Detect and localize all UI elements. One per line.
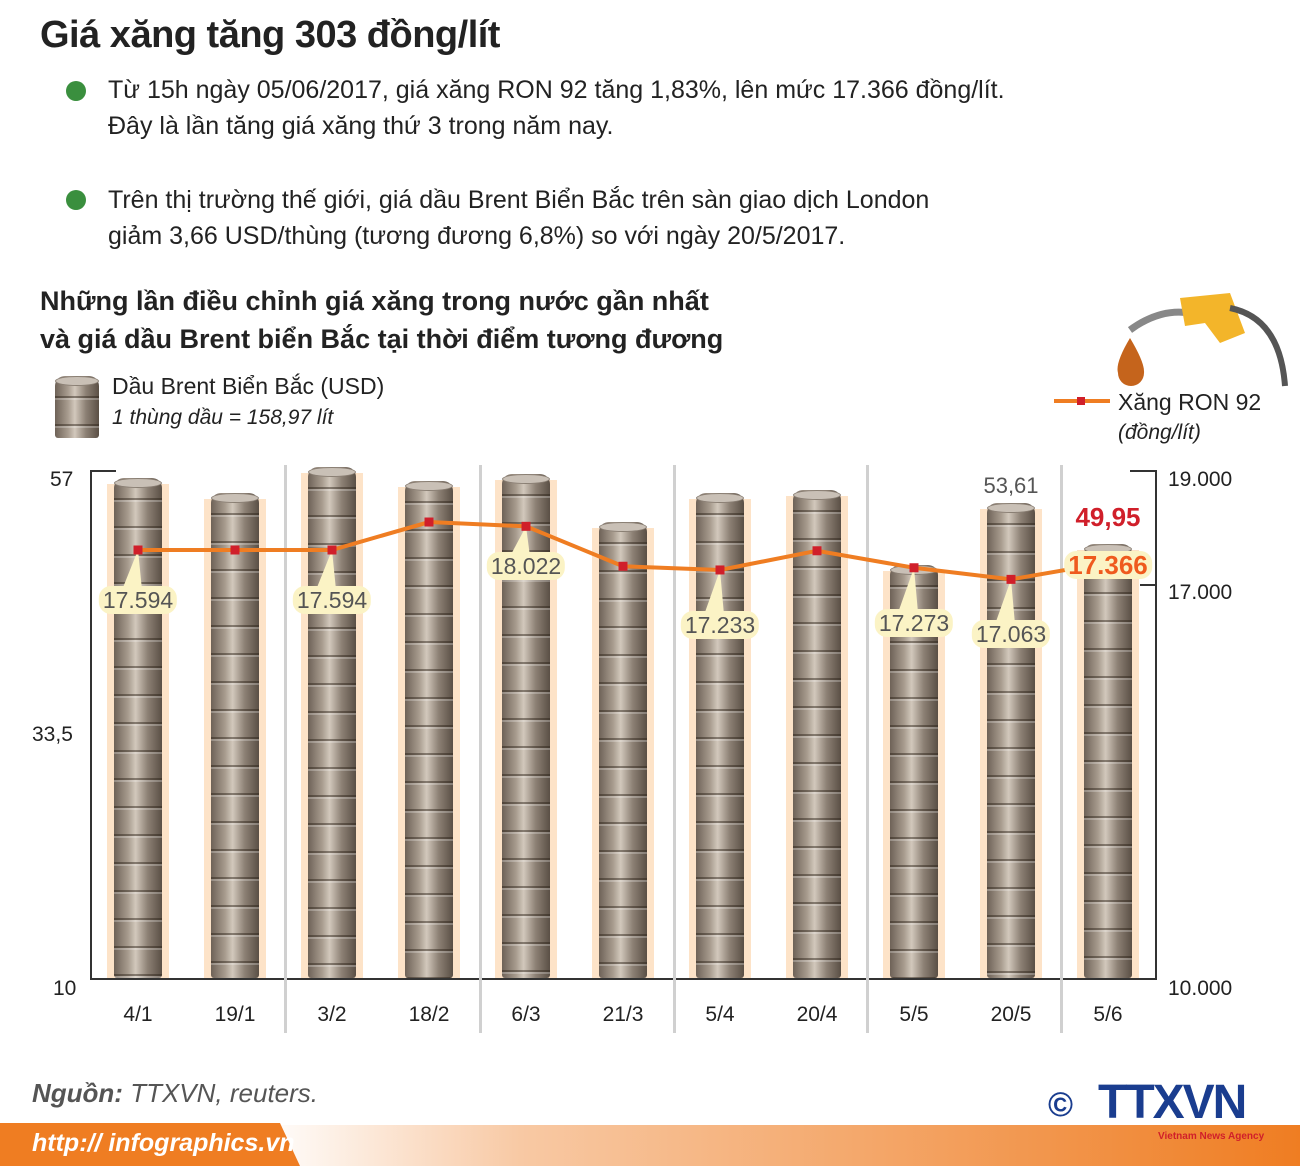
bar-data-label: 49,95 (1075, 501, 1141, 532)
group-separator (1060, 465, 1063, 1033)
bar-20/4 (793, 489, 841, 978)
label-pointer (122, 550, 142, 590)
page-title: Giá xăng tăng 303 đồng/lít (40, 14, 500, 56)
chart-title: Những lần điều chỉnh giá xăng trong nước… (40, 286, 724, 354)
x-tick-label: 18/2 (408, 1003, 450, 1026)
ttxvn-logo: TTXVN (1098, 1076, 1247, 1129)
line-point (715, 565, 725, 575)
logo-tagline: Vietnam News Agency (1158, 1131, 1265, 1142)
left-axis-cap (90, 470, 116, 472)
url-link[interactable]: http:// infographics.vn (32, 1129, 295, 1157)
line-point (327, 545, 337, 555)
left-tick: 57 (50, 468, 74, 491)
barrel-legend-icon (55, 376, 99, 438)
right-axis-break (1140, 584, 1156, 586)
group-separator (284, 465, 287, 1033)
label-pointer (898, 567, 918, 613)
x-tick-label: 20/4 (796, 1003, 838, 1026)
right-axis-cap (1130, 470, 1156, 472)
legend-line-unit: (đồng/lít) (1118, 421, 1201, 444)
legend-line-label: Xăng RON 92 (1118, 389, 1262, 415)
line-point (133, 545, 143, 555)
legend-bar-label: Dầu Brent Biển Bắc (USD) (112, 373, 385, 399)
line-data-label: 17.594 (98, 586, 178, 614)
label-pointer (995, 579, 1015, 625)
line-point (812, 546, 822, 556)
fuel-nozzle-icon (1117, 293, 1288, 387)
bullet-dot-icon (66, 81, 86, 101)
left-axis (90, 470, 92, 980)
x-tick-label: 5/4 (705, 1003, 735, 1026)
bullet-dot-icon (66, 190, 86, 210)
copyright-icon: © (1048, 1086, 1074, 1124)
line-data-label: 17.063 (971, 620, 1051, 649)
bullet-text-2: Trên thị trường thế giới, giá dầu Brent … (108, 186, 930, 250)
x-tick-label: 4/1 (123, 1003, 153, 1026)
left-tick: 10 (53, 977, 77, 1000)
source: Nguồn: TTXVN, reuters. (32, 1078, 319, 1108)
url-banner (0, 1123, 300, 1166)
x-tick-label: 5/6 (1093, 1003, 1123, 1026)
line-data-label: 18.022 (486, 552, 566, 581)
x-tick-label: 6/3 (511, 1003, 541, 1026)
x-axis (90, 978, 1157, 980)
line-data-label: 17.594 (292, 586, 372, 614)
label-pointer (704, 569, 724, 615)
line-point (521, 521, 531, 531)
bar-18/2 (405, 480, 453, 978)
line-data-label: 17.233 (680, 610, 760, 639)
bar-data-label: 53,61 (983, 473, 1039, 498)
group-separator (866, 465, 869, 1033)
legend-line-icon (1054, 397, 1110, 405)
right-tick: 10.000 (1168, 977, 1233, 1000)
bar-21/3 (599, 522, 647, 978)
bullet-text-1: Từ 15h ngày 05/06/2017, giá xăng RON 92 … (108, 76, 1005, 140)
x-tick-label: 20/5 (990, 1003, 1032, 1026)
left-tick: 33,5 (32, 723, 73, 746)
group-separator (673, 465, 676, 1033)
group-separator (479, 465, 482, 1033)
x-tick-label: 3/2 (317, 1003, 347, 1026)
x-tick-label: 5/5 (899, 1003, 929, 1026)
x-tick-label: 21/3 (602, 1003, 644, 1026)
line-point (618, 561, 628, 571)
legend-bar-note: 1 thùng dầu = 158,97 lít (112, 406, 334, 429)
line-data-label: 17.273 (874, 608, 954, 637)
bar-5/6 (1084, 543, 1132, 978)
line-point (230, 545, 240, 555)
line-data-label: 17.366 (1064, 550, 1152, 579)
line-point (424, 517, 434, 527)
x-tick-label: 19/1 (214, 1003, 256, 1026)
right-axis (1155, 470, 1157, 980)
label-pointer (316, 550, 336, 590)
line-path (138, 520, 1109, 582)
line-point (909, 563, 919, 573)
right-tick: 17.000 (1168, 581, 1233, 604)
right-tick: 19.000 (1168, 468, 1233, 491)
line-point (1006, 574, 1016, 584)
label-pointer (510, 526, 530, 557)
bar-19/1 (211, 493, 259, 978)
